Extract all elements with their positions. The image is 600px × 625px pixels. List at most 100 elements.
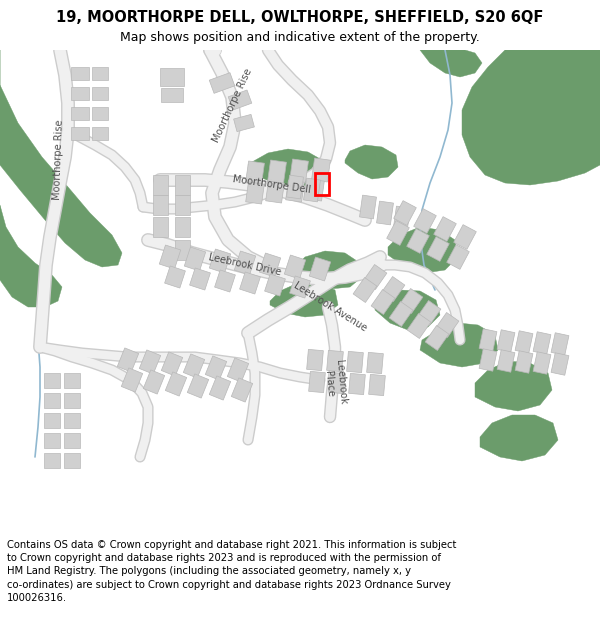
Polygon shape	[388, 227, 458, 273]
Polygon shape	[345, 145, 398, 179]
Bar	[64, 432, 80, 447]
Bar	[347, 351, 364, 372]
Polygon shape	[375, 290, 440, 330]
Bar	[233, 114, 254, 132]
Bar	[175, 175, 190, 195]
Bar	[92, 66, 108, 79]
Bar	[497, 330, 515, 352]
Text: Leebrook
Place: Leebrook Place	[322, 360, 348, 406]
Bar	[245, 182, 265, 204]
Bar	[92, 106, 108, 119]
Bar	[367, 352, 383, 374]
Bar	[413, 209, 436, 233]
Polygon shape	[475, 361, 552, 411]
Bar	[92, 126, 108, 139]
Bar	[371, 289, 395, 314]
Bar	[266, 181, 284, 203]
Bar	[245, 161, 265, 185]
Bar	[290, 159, 308, 183]
Bar	[305, 179, 325, 201]
Bar	[349, 373, 365, 394]
Bar	[205, 356, 227, 380]
Polygon shape	[480, 415, 558, 461]
Bar	[209, 72, 235, 93]
Bar	[377, 201, 394, 225]
Bar	[479, 349, 497, 371]
Bar	[311, 158, 331, 182]
Bar	[152, 195, 167, 215]
Bar	[235, 251, 256, 275]
Bar	[239, 272, 260, 294]
Bar	[326, 351, 343, 372]
Bar	[290, 276, 310, 298]
Bar	[399, 289, 423, 314]
Bar	[394, 201, 416, 226]
Bar	[389, 301, 413, 326]
Bar	[497, 350, 515, 372]
Polygon shape	[0, 50, 122, 267]
Bar	[427, 237, 449, 261]
Bar	[446, 244, 469, 269]
Text: Map shows position and indicative extent of the property.: Map shows position and indicative extent…	[120, 31, 480, 44]
Polygon shape	[420, 47, 482, 77]
Text: Moorthorpe Dell: Moorthorpe Dell	[232, 174, 311, 196]
Bar	[228, 90, 252, 110]
Bar	[209, 376, 230, 400]
Bar	[161, 88, 183, 102]
Polygon shape	[462, 50, 600, 185]
Bar	[187, 374, 209, 398]
Bar	[307, 349, 323, 371]
Bar	[215, 270, 235, 292]
Bar	[232, 378, 253, 402]
Bar	[44, 372, 60, 388]
Bar	[71, 66, 89, 79]
Bar	[139, 350, 161, 374]
Bar	[407, 229, 430, 253]
Bar	[386, 221, 409, 246]
Text: Moorthorpe Rise: Moorthorpe Rise	[52, 119, 64, 201]
Bar	[160, 245, 181, 269]
Polygon shape	[270, 283, 338, 317]
Bar	[152, 217, 167, 237]
Bar	[425, 326, 449, 351]
Polygon shape	[420, 323, 498, 367]
Bar	[454, 224, 476, 249]
Text: Leebrook Avenue: Leebrook Avenue	[292, 281, 368, 334]
Bar	[551, 332, 569, 355]
Bar	[209, 249, 230, 273]
Bar	[92, 86, 108, 99]
Bar	[268, 160, 286, 184]
Text: Leebrook Drive: Leebrook Drive	[208, 253, 282, 278]
Bar	[160, 68, 184, 86]
Bar	[143, 370, 164, 394]
Bar	[190, 268, 211, 290]
Bar	[44, 412, 60, 428]
Bar	[310, 257, 331, 281]
Bar	[417, 301, 441, 326]
Bar	[368, 374, 385, 396]
Polygon shape	[248, 149, 325, 187]
Bar	[265, 274, 286, 296]
Bar	[152, 175, 167, 195]
Bar	[407, 314, 431, 339]
Bar	[308, 371, 325, 392]
Bar	[304, 178, 320, 202]
Bar	[287, 175, 304, 199]
Bar	[175, 217, 190, 237]
Bar	[164, 266, 185, 288]
Bar	[161, 352, 182, 376]
Bar	[227, 358, 248, 382]
Bar	[71, 106, 89, 119]
Bar	[515, 331, 533, 353]
Bar	[434, 217, 457, 241]
Text: Moorthorpe Rise: Moorthorpe Rise	[211, 66, 254, 144]
Bar	[44, 432, 60, 447]
Bar	[533, 352, 551, 374]
Bar	[175, 240, 190, 260]
Bar	[353, 278, 377, 302]
Bar	[71, 126, 89, 139]
Bar	[121, 368, 143, 392]
Bar	[329, 372, 346, 394]
Bar	[515, 351, 533, 373]
Bar	[184, 354, 205, 378]
